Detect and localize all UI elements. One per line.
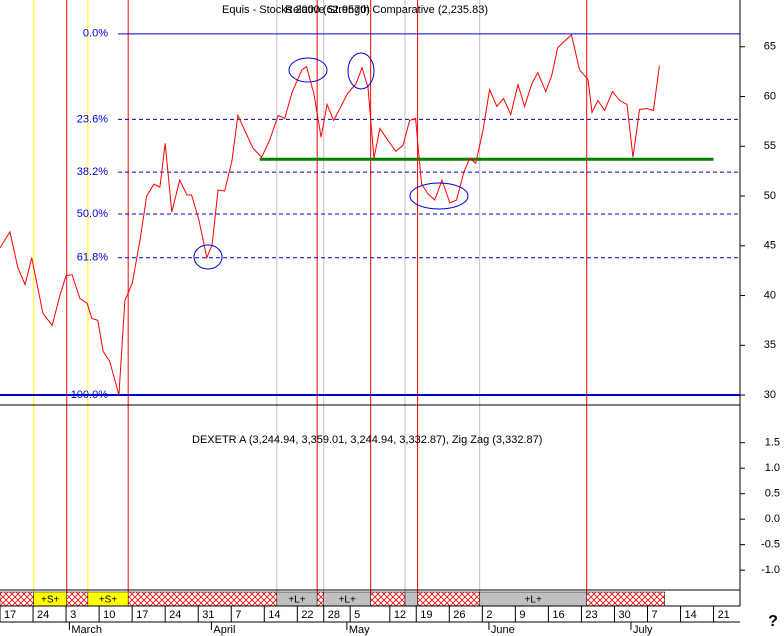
price-line xyxy=(0,33,660,396)
fib-label: 100.0% xyxy=(71,389,109,401)
y-tick-label: 0.5 xyxy=(765,488,780,500)
signal-label: +L+ xyxy=(288,595,305,606)
signal-segment xyxy=(316,591,324,607)
month-label: June xyxy=(491,624,515,636)
x-tick-label: 2 xyxy=(486,609,492,621)
month-label: July xyxy=(633,624,653,636)
x-tick-label: 9 xyxy=(519,609,525,621)
signal-label: +S+ xyxy=(41,595,60,606)
x-tick-label: 5 xyxy=(354,609,360,621)
plot xyxy=(0,33,714,396)
x-tick-label: 10 xyxy=(103,609,115,621)
x-tick-label: 16 xyxy=(552,609,564,621)
y-tick-label: 40 xyxy=(764,289,776,301)
signal-segment xyxy=(127,591,278,607)
y-tick-label: 60 xyxy=(764,90,776,102)
fib-label: 61.8% xyxy=(77,252,108,264)
y-tick-label: -0.5 xyxy=(761,539,780,551)
signal-segment xyxy=(586,591,665,607)
y-tick-label: 45 xyxy=(764,240,776,252)
month-label: April xyxy=(213,624,235,636)
fib-label: 38.2% xyxy=(77,166,108,178)
x-tick-label: 14 xyxy=(685,609,697,621)
signal-segment xyxy=(66,591,89,607)
x-tick-label: 24 xyxy=(37,609,49,621)
signal-label: +S+ xyxy=(99,595,118,606)
x-tick-label: 19 xyxy=(420,609,432,621)
indicator-label: DEXETR A (3,244.94, 3,359.01, 3,244.94, … xyxy=(192,434,542,446)
y-tick-label: 65 xyxy=(764,41,776,53)
y-tick-label: 55 xyxy=(764,140,776,152)
signal-segment xyxy=(404,591,418,607)
highlight-circle xyxy=(409,182,469,210)
x-tick-label: 7 xyxy=(652,609,658,621)
x-tick-label: 30 xyxy=(618,609,630,621)
month-label: March xyxy=(71,624,102,636)
x-tick-label: 24 xyxy=(169,609,181,621)
x-tick-label: 21 xyxy=(718,609,730,621)
overlay: 0.0% 23.6% 38.2% 50.0% 61.8% 100.0% +S+ +S+ +L+ +… xyxy=(0,28,665,607)
x-tick-label: 28 xyxy=(328,609,340,621)
x-tick-label: 12 xyxy=(394,609,406,621)
signal-segment xyxy=(417,591,480,607)
signal-label: +L+ xyxy=(525,595,542,606)
x-tick-label: 31 xyxy=(202,609,214,621)
x-tick-label: 22 xyxy=(301,609,313,621)
y-tick-label: 1.5 xyxy=(765,437,780,449)
fib-label: 50.0% xyxy=(77,208,108,220)
x-tick-label: 17 xyxy=(136,609,148,621)
chart-title: Equis - Stocks 2000 (62.9570) xyxy=(222,4,370,16)
y-tick-label: 1.0 xyxy=(765,462,780,474)
highlight-circle xyxy=(347,52,375,90)
x-tick-label: 7 xyxy=(235,609,241,621)
signal-label: +L+ xyxy=(339,595,356,606)
x-tick-label: 17 xyxy=(4,609,16,621)
signal-segment xyxy=(0,591,34,607)
chart-subtitle: Relative Strength Comparative (2,235.83) xyxy=(285,4,488,16)
x-tick-label: 3 xyxy=(70,609,76,621)
y-tick-label: -1.0 xyxy=(761,564,780,576)
x-tick-label: 26 xyxy=(453,609,465,621)
y-tick-label: 30 xyxy=(764,389,776,401)
x-tick-label: 14 xyxy=(268,609,280,621)
y-tick-label: 35 xyxy=(764,339,776,351)
background xyxy=(0,0,740,606)
fib-label: 0.0% xyxy=(83,28,108,40)
fib-label: 23.6% xyxy=(77,113,108,125)
y-tick-label: 50 xyxy=(764,190,776,202)
y-tick-label: 0.0 xyxy=(765,513,780,525)
highlight-circle xyxy=(193,244,223,270)
signal-segment xyxy=(370,591,406,607)
help-icon[interactable]: ? xyxy=(768,613,778,630)
x-tick-label: 23 xyxy=(585,609,597,621)
highlight-circle xyxy=(288,57,328,83)
month-label: May xyxy=(349,624,370,636)
